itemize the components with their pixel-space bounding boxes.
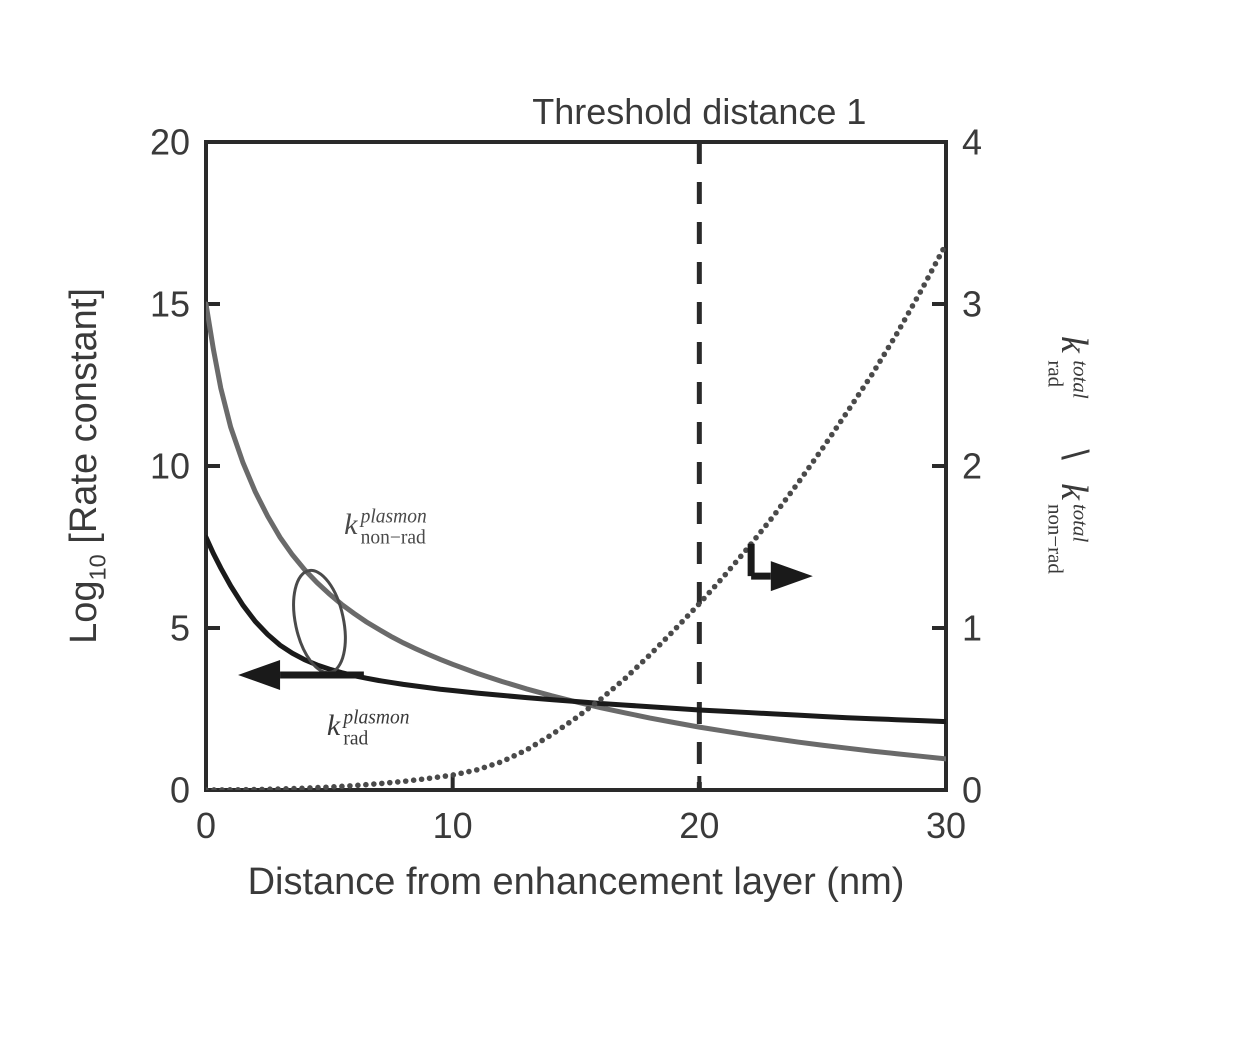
y-right-tick-label: 3 — [962, 284, 982, 325]
svg-text:rad: rad — [343, 729, 368, 750]
svg-text:rad: rad — [1044, 360, 1068, 387]
y-left-tick-label: 15 — [150, 284, 190, 325]
y-left-tick-label: 0 — [170, 770, 190, 811]
y-left-tick-label: 5 — [170, 608, 190, 649]
svg-text:\: \ — [1053, 449, 1095, 460]
svg-text:k: k — [327, 709, 341, 742]
y-left-title: Log10 [Rate constant] — [63, 288, 111, 644]
x-tick-label: 20 — [679, 805, 719, 846]
svg-text:plasmon: plasmon — [341, 708, 409, 729]
svg-text:k: k — [344, 508, 358, 541]
svg-text:plasmon: plasmon — [359, 507, 427, 528]
chart-svg: 01020300510152001234Distance from enhanc… — [0, 0, 1240, 1064]
top-threshold-label: Threshold distance 1 — [532, 91, 866, 132]
y-left-tick-label: 20 — [150, 122, 190, 163]
y-left-tick-label: 10 — [150, 446, 190, 487]
y-right-tick-label: 2 — [962, 446, 982, 487]
x-axis-title: Distance from enhancement layer (nm) — [248, 861, 905, 903]
svg-text:non−rad: non−rad — [361, 528, 426, 549]
svg-text:k: k — [1053, 483, 1095, 501]
svg-text:k: k — [1053, 336, 1095, 354]
svg-text:Log10 [Rate constant]: Log10 [Rate constant] — [63, 288, 111, 644]
x-tick-label: 10 — [433, 805, 473, 846]
svg-text:total: total — [1068, 504, 1092, 542]
y-right-tick-label: 0 — [962, 770, 982, 811]
x-tick-label: 30 — [926, 805, 966, 846]
svg-text:non−rad: non−rad — [1044, 504, 1068, 574]
svg-text:total: total — [1068, 360, 1092, 398]
chart-container: 01020300510152001234Distance from enhanc… — [0, 0, 1240, 1064]
x-tick-label: 0 — [196, 805, 216, 846]
y-right-tick-label: 1 — [962, 608, 982, 649]
y-right-tick-label: 4 — [962, 122, 982, 163]
